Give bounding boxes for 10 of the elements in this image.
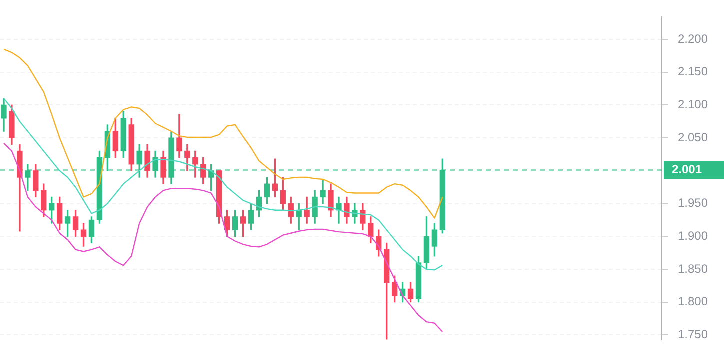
y-tick-label: 2.100 — [678, 98, 708, 112]
y-tick-label: 1.900 — [678, 228, 708, 243]
y-tick-label: 1.800 — [678, 294, 708, 309]
y-tick-label: 2.200 — [678, 32, 708, 46]
ref-line-label: 2.001 — [672, 162, 702, 177]
y-tick-label: 1.950 — [678, 196, 708, 210]
y-tick-label: 2.150 — [678, 64, 708, 79]
y-tick-label: 1.850 — [678, 262, 708, 276]
y-tick-label: 2.050 — [678, 130, 708, 144]
y-tick-label: 1.750 — [678, 328, 708, 342]
